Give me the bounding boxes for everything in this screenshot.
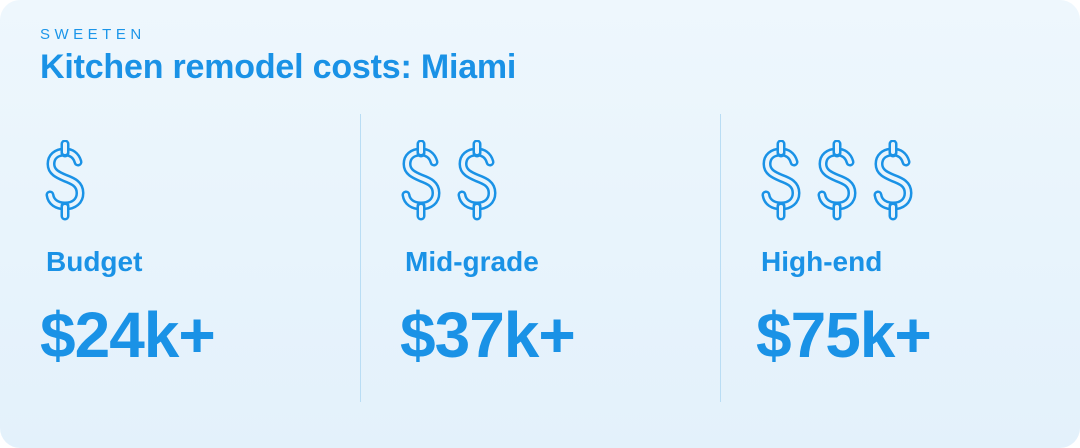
tier-budget: Budget $24k+ [40,140,360,400]
tier-mid-grade: Mid-grade $37k+ [396,140,716,400]
dollar-icons [756,140,920,222]
dollar-sign-icon [40,140,92,222]
dollar-sign-icon [396,140,448,222]
dollar-icons [396,140,504,222]
tier-price: $75k+ [756,299,932,371]
tier-price: $24k+ [40,299,216,371]
brand-logo-text: SWEETEN [40,26,146,43]
dollar-sign-icon [756,140,808,222]
dollar-sign-icon [452,140,504,222]
dollar-sign-icon [868,140,920,222]
column-divider [720,114,721,402]
dollar-sign-icon [812,140,864,222]
tier-label: Budget [46,246,143,277]
tier-label: High-end [761,246,883,277]
tier-high-end: High-end $75k+ [756,140,1076,400]
tier-price: $37k+ [400,299,576,371]
page-title: Kitchen remodel costs: Miami [40,48,517,86]
column-divider [360,114,361,402]
dollar-icons [40,140,92,222]
tier-label: Mid-grade [405,246,539,277]
